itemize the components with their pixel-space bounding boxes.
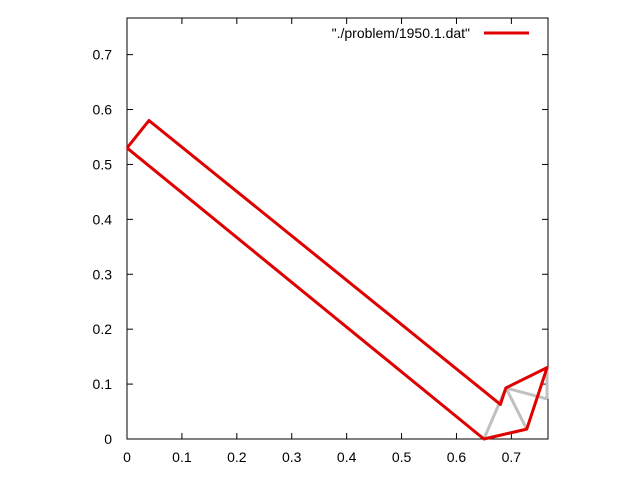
x-tick-label: 0.1 <box>172 449 192 465</box>
x-tick-label: 0.3 <box>282 449 302 465</box>
y-tick-label: 0.2 <box>93 321 113 337</box>
y-tick-label: 0.4 <box>93 211 113 227</box>
y-tick-label: 0.1 <box>93 376 113 392</box>
x-tick-label: 0.2 <box>227 449 247 465</box>
y-tick-label: 0.3 <box>93 266 113 282</box>
inner-segment <box>504 387 529 430</box>
legend: "./problem/1950.1.dat" <box>332 25 529 41</box>
series-line <box>125 119 549 441</box>
x-tick-label: 0.5 <box>392 449 412 465</box>
plot-frame <box>126 17 549 440</box>
x-axis-ticks: 0 0.1 0.2 0.3 0.4 0.5 0.6 0.7 <box>123 18 521 465</box>
y-tick-label: 0.5 <box>93 156 113 172</box>
y-tick-label: 0.6 <box>93 102 113 118</box>
x-tick-label: 0.6 <box>447 449 467 465</box>
x-tick-label: 0.7 <box>502 449 522 465</box>
inner-lines <box>482 367 549 440</box>
y-tick-label: 0.7 <box>93 47 113 63</box>
y-tick-label: 0 <box>104 431 112 447</box>
legend-label: "./problem/1950.1.dat" <box>332 25 470 41</box>
x-tick-label: 0 <box>123 449 131 465</box>
inner-segment <box>505 386 548 401</box>
x-tick-label: 0.4 <box>337 449 357 465</box>
y-axis-ticks: 0 0.1 0.2 0.3 0.4 0.5 0.6 0.7 <box>93 47 548 447</box>
